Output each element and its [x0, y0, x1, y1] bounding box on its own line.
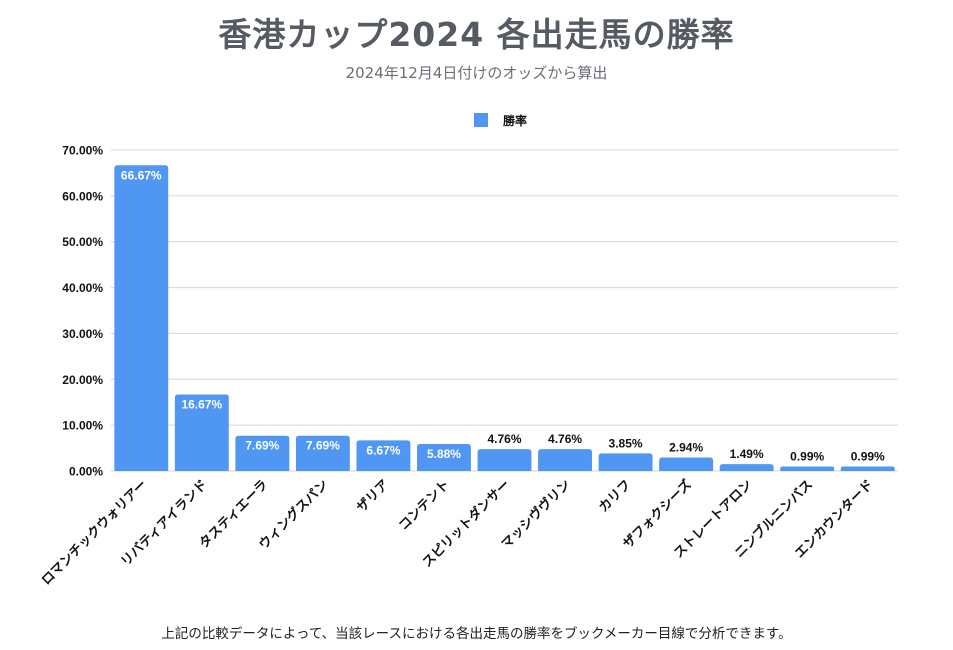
- bar: [174, 394, 229, 471]
- y-tick-label: 60.00%: [62, 189, 103, 203]
- legend-label: 勝率: [503, 113, 527, 128]
- x-tick-label: ロマンチックウォリアー: [38, 477, 149, 588]
- bar-value-label: 3.85%: [609, 436, 643, 450]
- gridlines: [111, 149, 898, 472]
- bar: [659, 457, 714, 471]
- bar-chart: 勝率 0.00% 10.00% 20.00% 30.00% 40.00% 50.00% 60…: [38, 113, 898, 588]
- bar-value-label: 0.99%: [790, 449, 824, 463]
- bars: 66.67% 16.67% 7.69% 7.69% 6.67% 5.88% 4.76% 4.7…: [114, 165, 895, 471]
- bar: [598, 453, 653, 471]
- bar-value-label: 4.76%: [548, 432, 582, 446]
- bar: [538, 449, 592, 471]
- bar-value-label: 0.99%: [851, 449, 885, 463]
- y-tick-label: 10.00%: [62, 419, 103, 433]
- bar-value-label: 1.49%: [730, 447, 764, 461]
- x-tick-label: ザリア: [353, 477, 391, 515]
- legend: 勝率: [474, 113, 527, 128]
- y-tick-label: 30.00%: [62, 327, 103, 341]
- x-tick-label: カリフ: [596, 477, 634, 515]
- bar-value-label: 5.88%: [427, 447, 461, 461]
- y-tick-label: 20.00%: [62, 373, 103, 387]
- legend-swatch: [474, 113, 488, 127]
- y-tick-label: 0.00%: [69, 465, 103, 479]
- bar-value-label: 7.69%: [245, 439, 279, 453]
- bar: [114, 165, 169, 471]
- x-tick-label: コンテント: [396, 477, 453, 534]
- bar: [719, 464, 774, 471]
- bar: [356, 440, 411, 471]
- bar: [417, 444, 471, 471]
- bar: [840, 466, 895, 471]
- footnote: 上記の比較データによって、当該レースにおける各出走馬の勝率をブックメーカー目線で…: [161, 626, 792, 642]
- chart-title: 香港カップ2024 各出走馬の勝率: [218, 15, 735, 54]
- bar-value-label: 16.67%: [181, 398, 222, 412]
- bar: [295, 435, 350, 471]
- y-axis: 0.00% 10.00% 20.00% 30.00% 40.00% 50.00% 60.00…: [62, 144, 103, 479]
- bar: [780, 466, 835, 471]
- bar-value-label: 7.69%: [306, 439, 340, 453]
- y-tick-label: 40.00%: [62, 281, 103, 295]
- bar: [477, 449, 532, 471]
- bar-value-label: 4.76%: [487, 432, 521, 446]
- chart-subtitle: 2024年12月4日付けのオッズから算出: [345, 64, 608, 82]
- y-tick-label: 50.00%: [62, 235, 103, 249]
- bar-value-label: 2.94%: [669, 441, 703, 455]
- bar: [235, 435, 290, 471]
- y-tick-label: 70.00%: [62, 144, 103, 158]
- bar-value-label: 66.67%: [121, 168, 162, 182]
- bar-value-label: 6.67%: [366, 443, 400, 457]
